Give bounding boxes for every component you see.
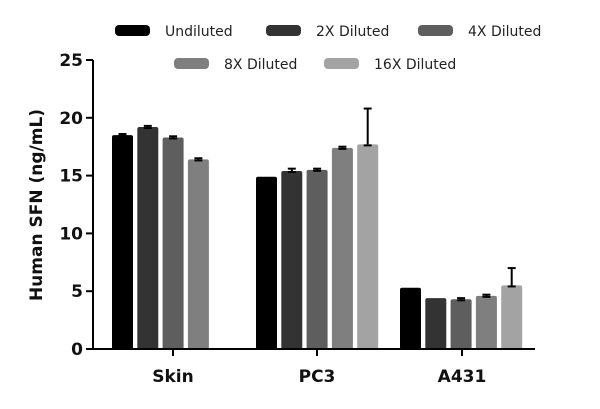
- y-tick-label: 10: [59, 224, 83, 244]
- legend-label: Undiluted: [165, 24, 233, 40]
- y-tick-label: 25: [59, 51, 83, 71]
- bar-pc3-4: [357, 144, 379, 349]
- y-tick-label: 15: [59, 167, 83, 187]
- x-tick-label: A431: [438, 367, 487, 387]
- bar-pc3-2: [306, 169, 328, 349]
- y-ticks: 0 5 10 15 20 25: [59, 51, 93, 360]
- legend-label: 16X Diluted: [374, 57, 456, 73]
- legend-swatch: [115, 25, 150, 36]
- bar-a431-3: [475, 295, 497, 349]
- bar-a431-4: [501, 285, 523, 349]
- y-tick-label: 0: [71, 340, 83, 360]
- bars: [112, 107, 523, 349]
- legend-swatch: [418, 25, 453, 36]
- legend-label: 4X Diluted: [468, 24, 541, 40]
- bar-skin-0: [112, 135, 133, 349]
- legend-swatch: [324, 58, 359, 69]
- legend-label: 2X Diluted: [316, 24, 389, 40]
- x-ticks: Skin PC3 A431: [152, 349, 486, 387]
- legend-label: 8X Diluted: [224, 57, 297, 73]
- bar-skin-2: [162, 137, 184, 349]
- bar-skin-3: [187, 159, 209, 349]
- x-tick-label: Skin: [152, 367, 193, 387]
- bar-pc3-0: [256, 176, 277, 349]
- bar-a431-2: [450, 299, 472, 349]
- bar-skin-1: [137, 127, 159, 349]
- bar-a431-1: [425, 298, 447, 349]
- bar-pc3-3: [331, 147, 353, 349]
- legend: Undiluted 2X Diluted 4X Diluted 8X Diluted 1…: [115, 24, 541, 73]
- y-tick-label: 5: [71, 282, 83, 302]
- y-tick-label: 20: [59, 109, 83, 129]
- bar-a431-0: [400, 287, 421, 349]
- bar-pc3-1: [281, 170, 303, 349]
- x-tick-label: PC3: [299, 367, 336, 387]
- legend-swatch: [266, 25, 301, 36]
- y-axis-title: Human SFN (ng/mL): [27, 109, 47, 301]
- legend-swatch: [174, 58, 209, 69]
